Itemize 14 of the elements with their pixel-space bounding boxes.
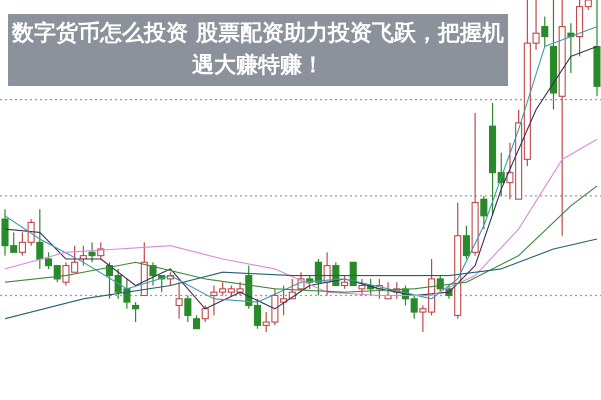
candlestick bbox=[132, 302, 140, 323]
candlestick bbox=[192, 314, 200, 330]
candlestick bbox=[262, 311, 270, 333]
candlestick bbox=[340, 274, 348, 290]
candlestick bbox=[358, 278, 366, 296]
candlestick bbox=[462, 225, 470, 260]
candlestick bbox=[176, 282, 183, 320]
candlestick bbox=[202, 304, 209, 323]
candlestick bbox=[541, 16, 548, 48]
candlestick bbox=[480, 195, 488, 230]
candlestick bbox=[184, 294, 192, 323]
text: 数字货币怎么投资 股票配资助力投资飞跃，把握机遇大赚特赚！ bbox=[8, 14, 508, 86]
candlestick bbox=[88, 242, 96, 263]
candlestick bbox=[436, 274, 444, 293]
